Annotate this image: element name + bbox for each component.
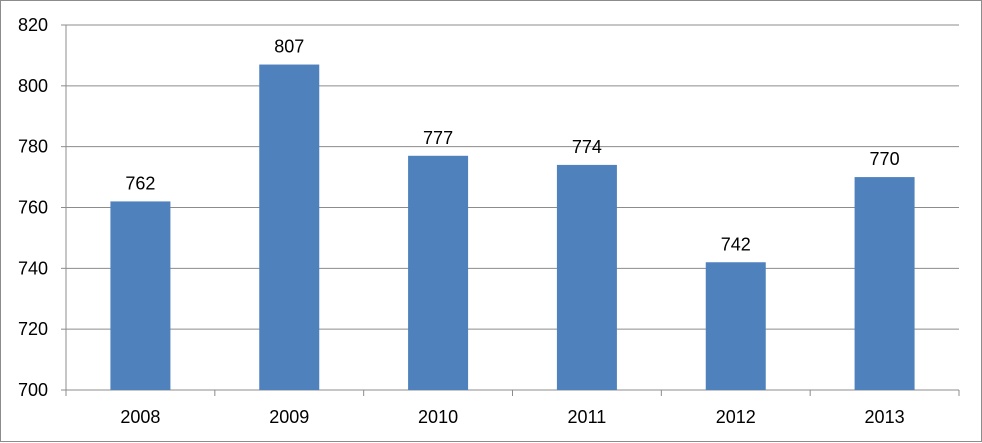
data-label: 774 bbox=[572, 137, 602, 157]
x-tick-label: 2009 bbox=[269, 407, 309, 427]
bar-2008 bbox=[110, 201, 171, 390]
x-tick-label: 2013 bbox=[865, 407, 905, 427]
data-label: 762 bbox=[125, 173, 155, 193]
y-tick-label: 740 bbox=[18, 258, 48, 278]
x-tick-label: 2010 bbox=[418, 407, 458, 427]
y-tick-label: 780 bbox=[18, 137, 48, 157]
bar-2009 bbox=[259, 64, 320, 390]
y-tick-label: 820 bbox=[18, 15, 48, 35]
y-tick-label: 800 bbox=[18, 76, 48, 96]
y-tick-label: 760 bbox=[18, 198, 48, 218]
y-tick-label: 700 bbox=[18, 380, 48, 400]
bar-2013 bbox=[854, 177, 915, 390]
x-tick-label: 2011 bbox=[568, 407, 607, 427]
bar-2011 bbox=[556, 164, 617, 390]
x-tick-label: 2008 bbox=[120, 407, 160, 427]
data-label: 742 bbox=[721, 234, 751, 254]
data-label: 777 bbox=[423, 128, 453, 148]
data-label: 807 bbox=[274, 37, 304, 57]
y-tick-label: 720 bbox=[18, 319, 48, 339]
bar-2012 bbox=[705, 262, 766, 390]
bar-2010 bbox=[408, 155, 469, 390]
data-label: 770 bbox=[870, 149, 900, 169]
x-tick-label: 2012 bbox=[716, 407, 756, 427]
